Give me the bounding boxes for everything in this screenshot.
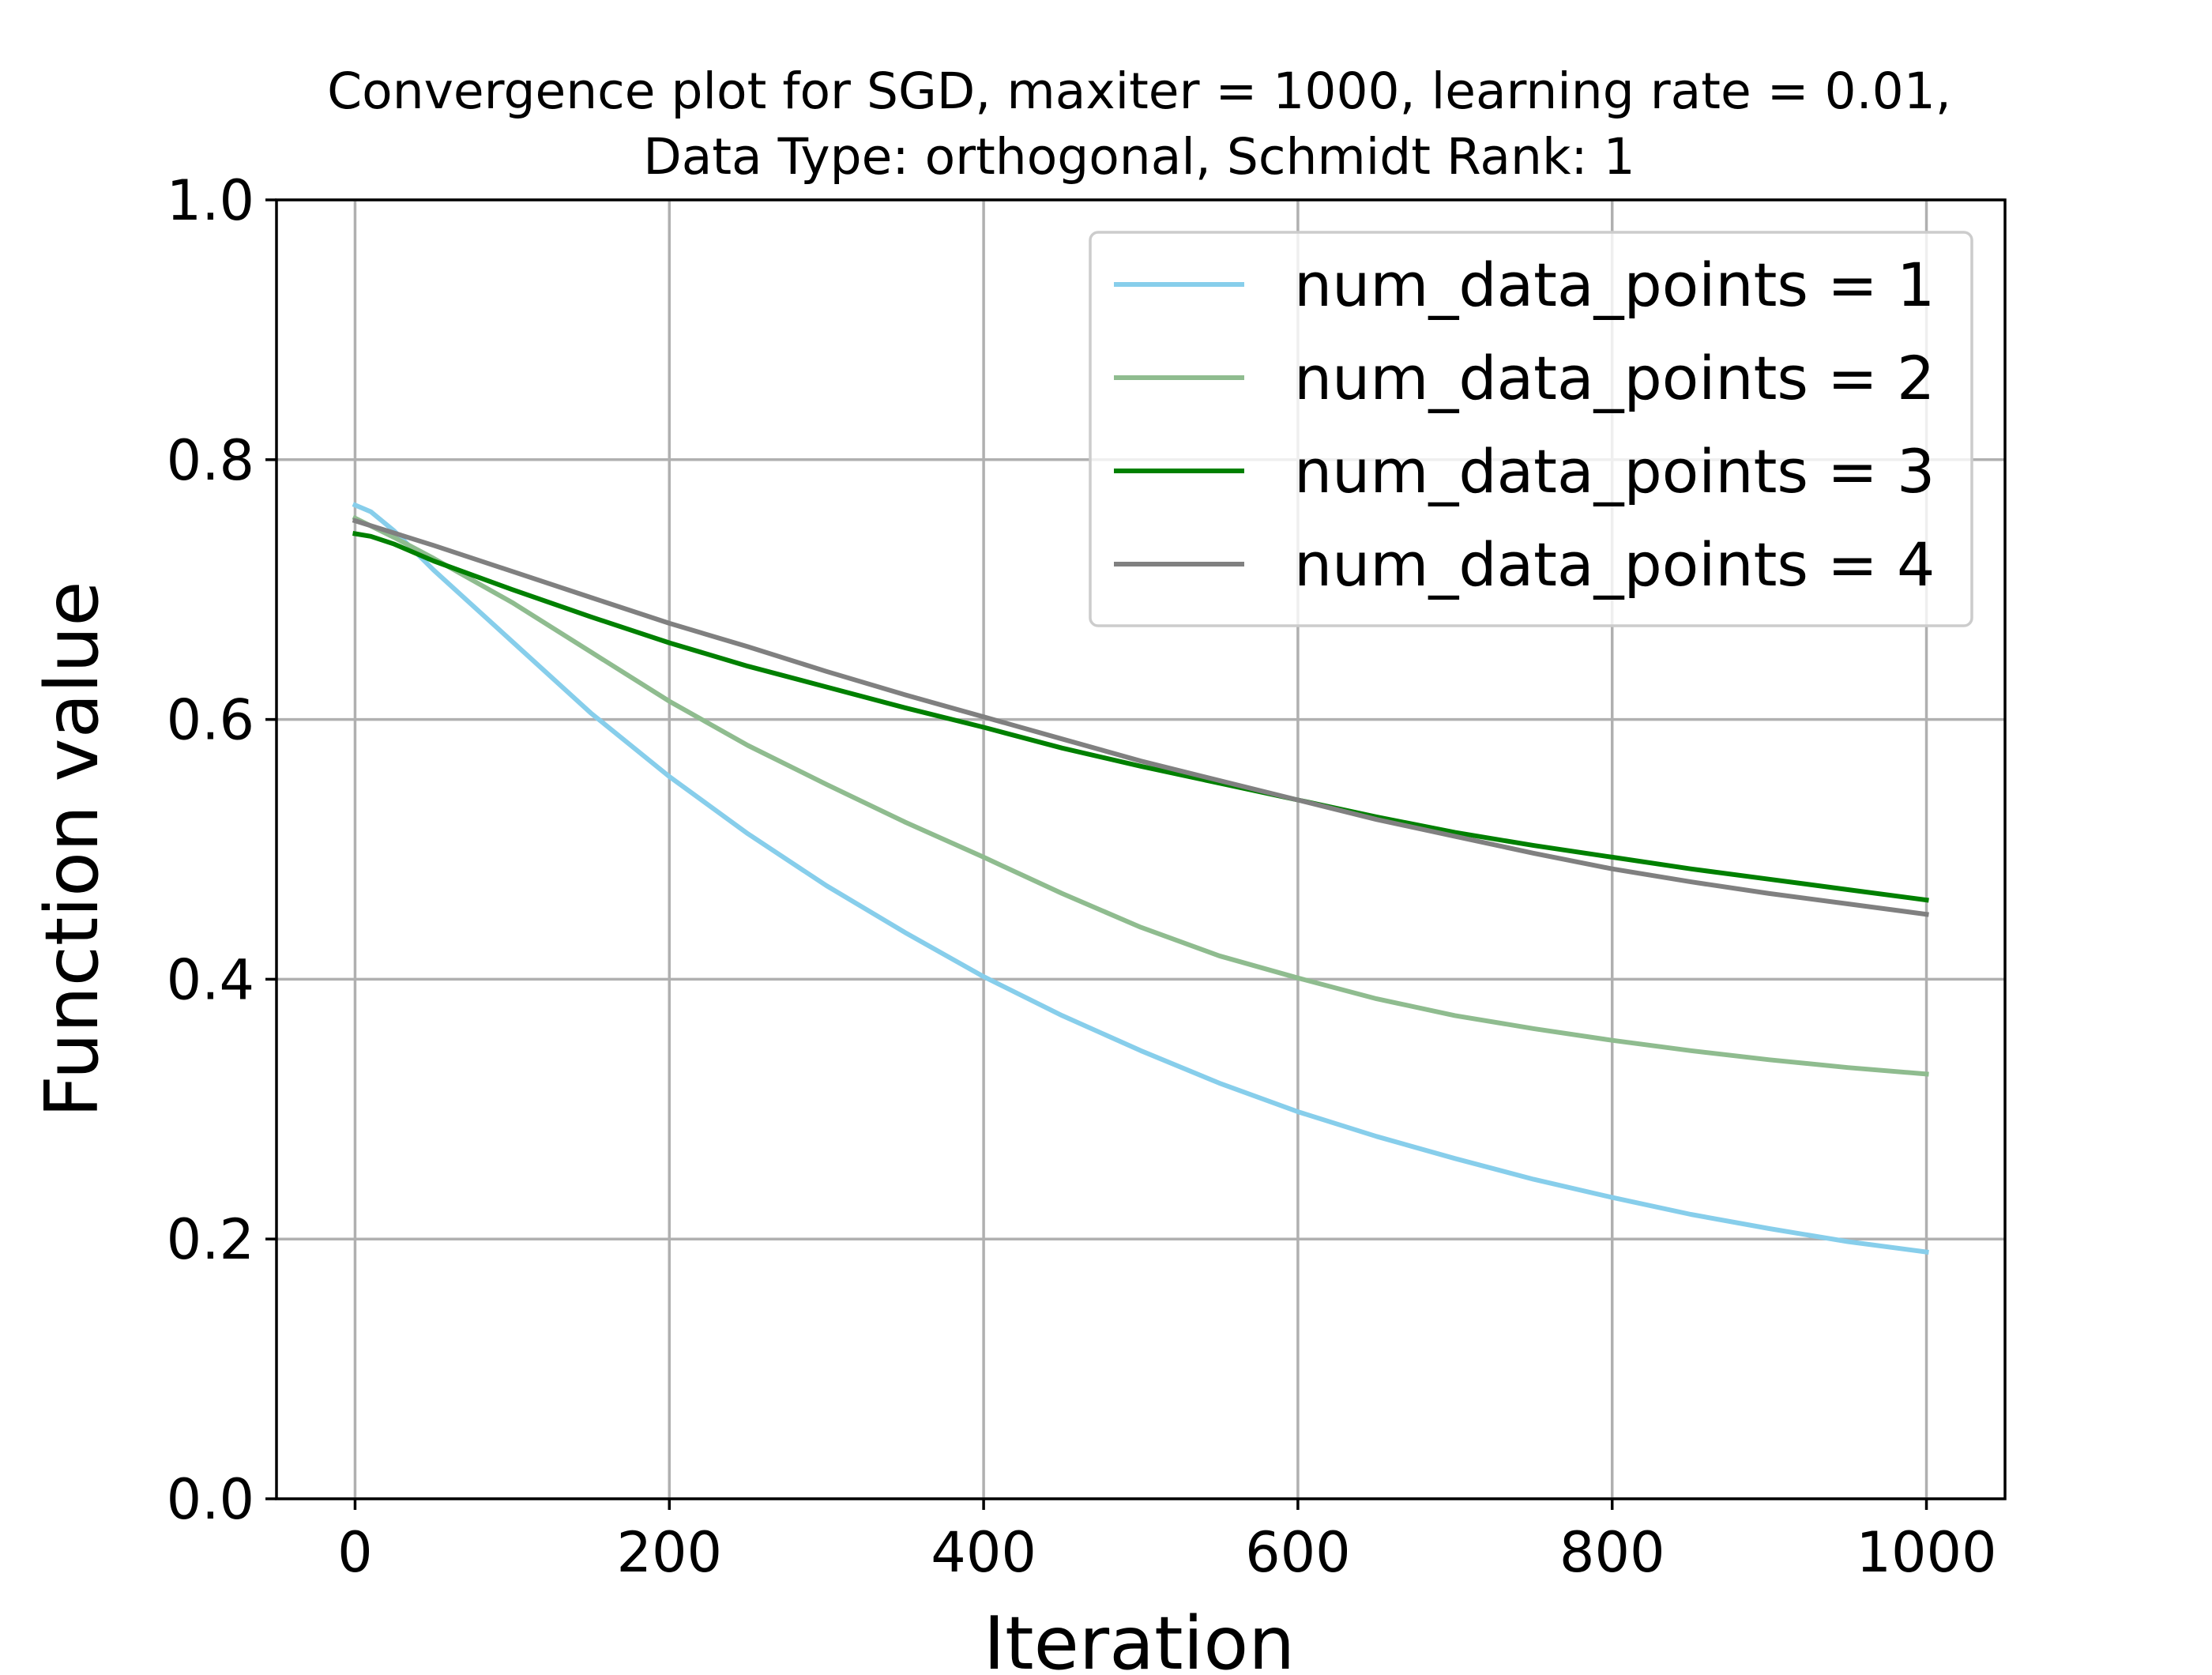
plot-frame — [275, 198, 2007, 1500]
legend-label-2: num_data_points = 2 — [1294, 343, 1935, 413]
y-tick-label: 1.0 — [167, 168, 254, 233]
chart-title-line-2: Data Type: orthogonal, Schmidt Rank: 1 — [643, 128, 1635, 186]
x-axis-ticks: 0 200 400 600 800 1000 — [337, 1499, 1997, 1585]
x-tick-label: 600 — [1245, 1520, 1351, 1585]
y-tick-label: 0.4 — [167, 947, 254, 1012]
x-tick-label: 800 — [1559, 1520, 1665, 1585]
series-line-1 — [352, 502, 1929, 1255]
x-axis-label: Iteration — [984, 1601, 1295, 1675]
y-axis-label: Function value — [29, 581, 115, 1117]
y-tick-label: 0.2 — [167, 1207, 254, 1272]
series-line-3 — [352, 531, 1929, 903]
series-lines — [352, 502, 1929, 1255]
legend-box — [1089, 231, 1973, 627]
legend-label-1: num_data_points = 1 — [1294, 250, 1935, 320]
chart-title: Convergence plot for SGD, maxiter = 1000… — [327, 62, 1951, 186]
y-tick-label: 0.0 — [167, 1467, 254, 1532]
series-line-4 — [352, 518, 1929, 917]
legend: num_data_points = 1 num_data_points = 2 nu… — [1089, 231, 1973, 627]
chart-title-line-1: Convergence plot for SGD, maxiter = 1000… — [327, 62, 1951, 120]
x-tick-label: 1000 — [1856, 1520, 1996, 1585]
y-tick-label: 0.8 — [167, 428, 254, 493]
legend-label-4: num_data_points = 4 — [1294, 529, 1935, 600]
x-tick-label: 400 — [931, 1520, 1036, 1585]
series-line-2 — [352, 514, 1929, 1077]
x-tick-label: 0 — [337, 1520, 373, 1585]
grid — [276, 198, 2005, 1500]
y-tick-label: 0.6 — [167, 688, 254, 753]
y-axis-ticks: 0.0 0.2 0.4 0.6 0.8 1.0 — [167, 168, 276, 1532]
legend-label-3: num_data_points = 3 — [1294, 436, 1935, 506]
x-tick-label: 200 — [616, 1520, 722, 1585]
